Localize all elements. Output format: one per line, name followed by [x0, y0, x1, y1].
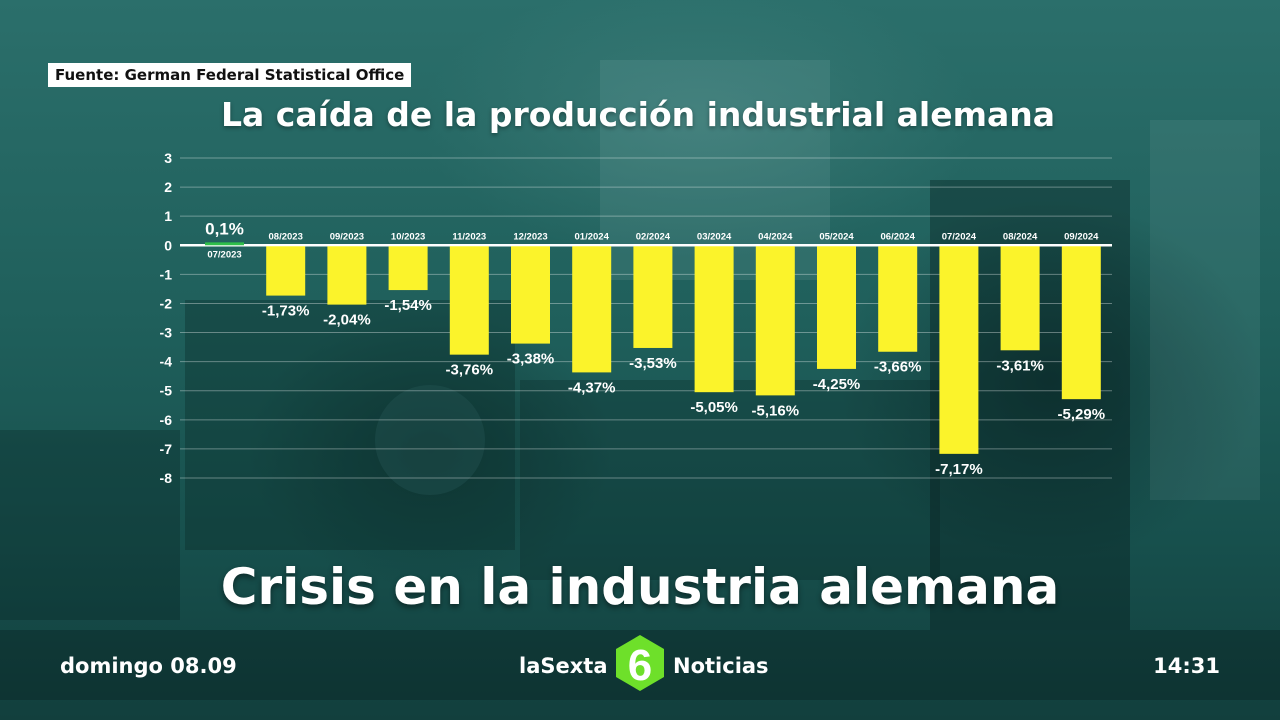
category-label: 12/2023 — [513, 231, 547, 242]
data-label: -3,66% — [874, 359, 922, 376]
bar — [878, 246, 918, 352]
category-label: 06/2024 — [881, 231, 916, 242]
y-tick-label: 1 — [164, 208, 172, 224]
category-label: 09/2024 — [1064, 231, 1099, 242]
program-name: Noticias — [673, 654, 769, 678]
data-label: -1,54% — [384, 297, 432, 314]
y-tick-label: 2 — [164, 179, 172, 195]
bar — [449, 246, 489, 355]
data-label: 0,1% — [205, 219, 244, 238]
category-label: 01/2024 — [575, 231, 610, 242]
y-tick-label: -6 — [160, 412, 173, 428]
category-label: 05/2024 — [819, 231, 854, 242]
category-label: 11/2023 — [452, 231, 486, 242]
bar — [205, 242, 244, 246]
lasexta-logo-icon: 6 — [616, 635, 664, 691]
channel-name: laSexta — [519, 654, 608, 678]
bar — [1061, 246, 1101, 400]
y-tick-label: -1 — [160, 266, 173, 282]
headline: Crisis en la industria alemana — [220, 558, 1060, 616]
data-label: -5,05% — [690, 399, 738, 416]
data-label: -3,53% — [629, 355, 677, 372]
data-label: -2,04% — [323, 312, 371, 329]
broadcast-time: 14:31 — [1153, 654, 1220, 678]
data-label: -5,29% — [1058, 406, 1106, 423]
bar — [388, 246, 428, 291]
bar — [327, 246, 367, 305]
data-label: -4,25% — [813, 376, 861, 393]
data-label: -1,73% — [262, 303, 310, 320]
bar — [1000, 246, 1040, 351]
source-label: Fuente: German Federal Statistical Offic… — [48, 63, 412, 87]
bar — [266, 246, 306, 296]
bar — [755, 246, 795, 396]
category-label: 10/2023 — [391, 231, 425, 242]
chart-title: La caída de la producción industrial ale… — [220, 95, 1055, 134]
data-label: -5,16% — [752, 402, 800, 419]
y-tick-label: -7 — [160, 441, 173, 457]
bar — [633, 246, 673, 348]
bar — [939, 246, 979, 454]
category-label: 08/2023 — [269, 231, 303, 242]
data-label: -3,38% — [507, 351, 555, 368]
y-tick-label: -3 — [160, 325, 173, 341]
y-tick-label: -8 — [160, 470, 173, 486]
category-label: 03/2024 — [697, 231, 732, 242]
bar — [511, 246, 550, 344]
category-label: 02/2024 — [636, 231, 671, 242]
y-tick-label: -2 — [160, 295, 173, 311]
logo-digit: 6 — [628, 641, 652, 690]
data-label: -4,37% — [568, 379, 616, 396]
category-label: 08/2024 — [1003, 231, 1038, 242]
y-tick-label: 0 — [164, 237, 172, 253]
data-label: -3,76% — [446, 362, 494, 379]
category-label: 07/2024 — [942, 231, 977, 242]
category-label: 04/2024 — [758, 231, 793, 242]
bar — [817, 246, 856, 369]
broadcast-date: domingo 08.09 — [60, 654, 237, 678]
y-tick-label: 3 — [164, 150, 172, 166]
data-label: -7,17% — [935, 461, 983, 478]
category-label: 07/2023 — [207, 249, 241, 260]
data-label: -3,61% — [996, 357, 1044, 374]
y-tick-label: -4 — [160, 354, 173, 370]
bar — [572, 246, 612, 373]
bar — [694, 246, 734, 393]
category-label: 09/2023 — [330, 231, 364, 242]
y-tick-label: -5 — [160, 383, 173, 399]
